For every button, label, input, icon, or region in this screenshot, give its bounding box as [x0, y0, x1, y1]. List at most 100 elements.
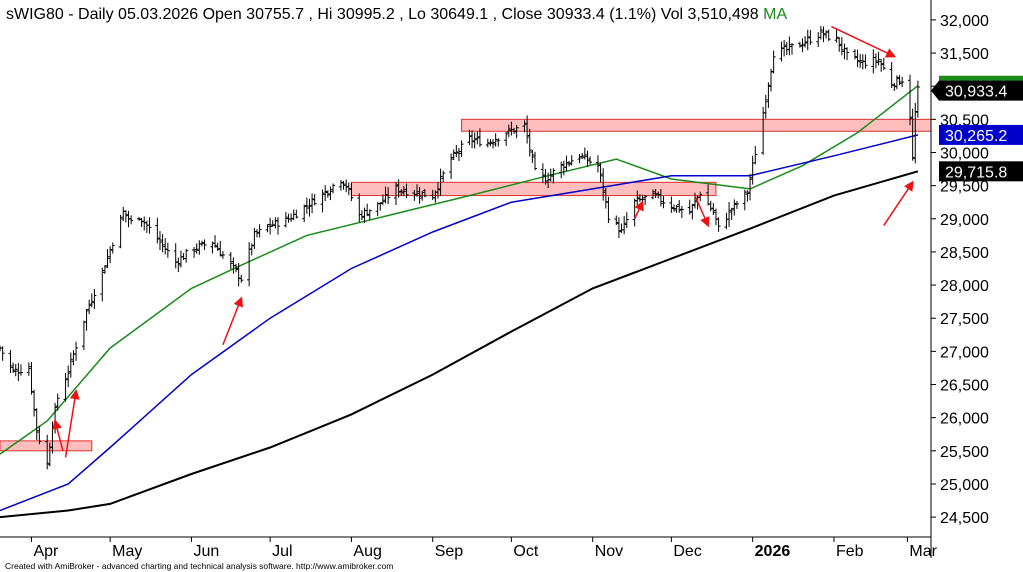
blue-ma-value-label-bg — [939, 124, 1023, 145]
price-bar — [404, 183, 409, 198]
price-bar — [346, 182, 351, 196]
x-tick-label: Jun — [193, 543, 219, 560]
x-tick-label: May — [112, 543, 142, 560]
y-tick-label: 29,000 — [940, 212, 989, 229]
price-bar — [331, 183, 336, 194]
price-bar — [228, 251, 233, 270]
x-tick-label: Aug — [353, 543, 381, 560]
price-bar — [771, 50, 776, 74]
price-bar — [294, 209, 299, 219]
price-bar — [769, 68, 774, 92]
price-bar — [456, 147, 461, 162]
y-tick-label: 31,500 — [940, 46, 989, 63]
price-bar — [414, 184, 419, 197]
price-bar — [449, 153, 454, 180]
price-bar — [569, 155, 574, 166]
price-bar — [852, 49, 857, 60]
y-tick-label: 28,000 — [940, 278, 989, 295]
price-bar — [422, 189, 427, 198]
price-bar — [551, 168, 556, 184]
price-bar — [616, 217, 621, 239]
black-ma-value-label-text: 29,715.8 — [945, 164, 1007, 181]
price-bar — [766, 82, 771, 108]
price-bar — [863, 54, 868, 69]
price-bar — [892, 82, 897, 92]
price-bar — [26, 362, 31, 376]
price-bar — [580, 153, 585, 159]
price-bar — [873, 53, 878, 69]
price-bar — [289, 213, 294, 222]
price-bar — [897, 75, 902, 86]
annotation-arrow-6 — [831, 25, 897, 58]
price-bar — [344, 179, 349, 193]
price-bar — [359, 210, 364, 221]
price-bar — [839, 37, 844, 56]
blue-ma-value-label: 30,265.2 — [939, 124, 1023, 145]
price-bar — [488, 139, 493, 147]
price-bar — [13, 363, 18, 377]
price-bar — [84, 308, 89, 331]
price-bar — [522, 120, 527, 133]
price-bar — [779, 41, 784, 62]
price-bar — [105, 249, 110, 269]
price-bar — [716, 217, 721, 232]
x-tick-label: Sep — [435, 543, 464, 560]
x-tick-label: Mar — [909, 543, 937, 560]
price-bar — [218, 240, 223, 257]
price-bar — [165, 242, 170, 258]
price-bar — [110, 242, 115, 254]
price-bar — [92, 289, 97, 310]
price-bar — [417, 186, 422, 204]
price-bar — [74, 341, 79, 361]
price-bar — [834, 29, 839, 43]
price-bar — [821, 26, 826, 43]
price-bar — [29, 362, 34, 395]
price-bar — [173, 243, 178, 269]
price-bar — [155, 217, 160, 244]
price-bar — [213, 235, 218, 248]
y-tick-label: 29,500 — [940, 179, 989, 196]
price-bar — [275, 217, 280, 235]
price-bar — [614, 215, 619, 225]
price-bar — [797, 41, 802, 48]
price-bar — [320, 189, 325, 213]
price-bar — [338, 179, 343, 191]
price-bar — [399, 189, 404, 197]
price-bar — [160, 234, 165, 253]
price-bar — [147, 217, 152, 234]
price-bar — [475, 131, 480, 145]
price-bar — [661, 196, 666, 209]
ma-line-green — [0, 85, 919, 455]
price-bar — [8, 350, 13, 373]
price-bar — [622, 216, 627, 235]
price-bar — [606, 196, 611, 224]
price-bar — [559, 161, 564, 179]
price-bar — [910, 108, 915, 161]
price-bar — [598, 162, 603, 183]
y-tick-label: 28,500 — [940, 245, 989, 262]
price-bar — [876, 51, 881, 66]
price-bar — [215, 242, 220, 251]
price-bar — [454, 144, 459, 158]
x-tick-label: Feb — [836, 543, 864, 560]
price-bar — [643, 194, 648, 206]
price-bar — [881, 58, 886, 71]
price-bar — [753, 146, 758, 165]
price-bar — [32, 389, 37, 417]
x-axis: Apr May Jun Jul Aug Sep Oct Nov Dec 2026 Feb Mar — [30, 537, 938, 560]
price-bar — [184, 249, 189, 263]
price-bar — [380, 194, 385, 205]
price-bar — [855, 49, 860, 68]
price-bar — [118, 214, 123, 249]
last-close-value-label-bg — [931, 80, 1023, 101]
price-bar — [268, 217, 273, 235]
price-bar — [199, 240, 204, 247]
price-bar — [894, 75, 899, 90]
price-bar — [123, 210, 128, 223]
price-bar — [365, 203, 370, 217]
price-bar — [438, 168, 443, 196]
price-bar — [55, 393, 60, 411]
price-bar — [459, 140, 464, 158]
price-bar — [763, 94, 768, 119]
price-bar — [787, 36, 792, 56]
